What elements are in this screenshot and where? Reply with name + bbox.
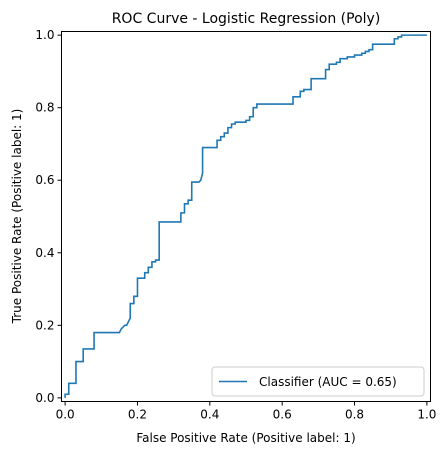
x-axis-ticks: 0.0 0.2 0.4 0.6 0.8 1.0 [56, 401, 436, 422]
y-tick-label: 0.8 [35, 101, 54, 115]
plot-frame [61, 31, 431, 402]
x-tick-label: 0.4 [200, 408, 219, 422]
x-tick-label: 0.8 [345, 408, 364, 422]
y-axis-label: True Positive Rate (Positive label: 1) [10, 109, 24, 325]
legend-box [211, 366, 425, 397]
roc-curve-line [64, 34, 427, 398]
y-tick-label: 0.0 [35, 391, 54, 405]
x-tick-label: 0.2 [128, 408, 147, 422]
y-tick-label: 0.2 [35, 318, 54, 332]
series-layer [64, 34, 427, 398]
chart-title: ROC Curve - Logistic Regression (Poly) [112, 11, 381, 27]
y-tick-label: 1.0 [35, 28, 54, 42]
plot-area: 0.0 0.2 0.4 0.6 0.8 1.0 0.0 0.2 0.4 0.6 0.8 1.0 [35, 28, 436, 421]
x-tick-label: 0.0 [56, 408, 75, 422]
y-tick-label: 0.4 [35, 246, 54, 260]
x-tick-label: 0.6 [273, 408, 292, 422]
y-tick-label: 0.6 [35, 173, 54, 187]
x-tick-label: 1.0 [417, 408, 436, 422]
y-axis-ticks: 0.0 0.2 0.4 0.6 0.8 1.0 [35, 28, 62, 405]
legend-label: Classifier (AUC = 0.65) [259, 375, 397, 389]
x-axis-label: False Positive Rate (Positive label: 1) [136, 431, 355, 445]
legend: Classifier (AUC = 0.65) [211, 366, 425, 397]
